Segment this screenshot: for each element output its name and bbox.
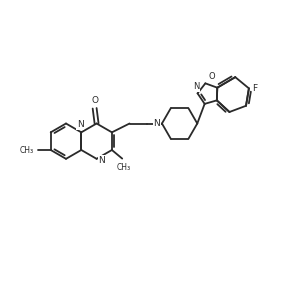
Text: N: N (193, 82, 200, 91)
Text: N: N (153, 119, 160, 128)
Text: O: O (208, 72, 215, 81)
Text: CH₃: CH₃ (20, 146, 34, 154)
Text: CH₃: CH₃ (116, 163, 130, 172)
Text: O: O (91, 96, 98, 105)
Text: N: N (77, 120, 83, 129)
Text: F: F (253, 84, 258, 93)
Text: N: N (99, 156, 105, 165)
